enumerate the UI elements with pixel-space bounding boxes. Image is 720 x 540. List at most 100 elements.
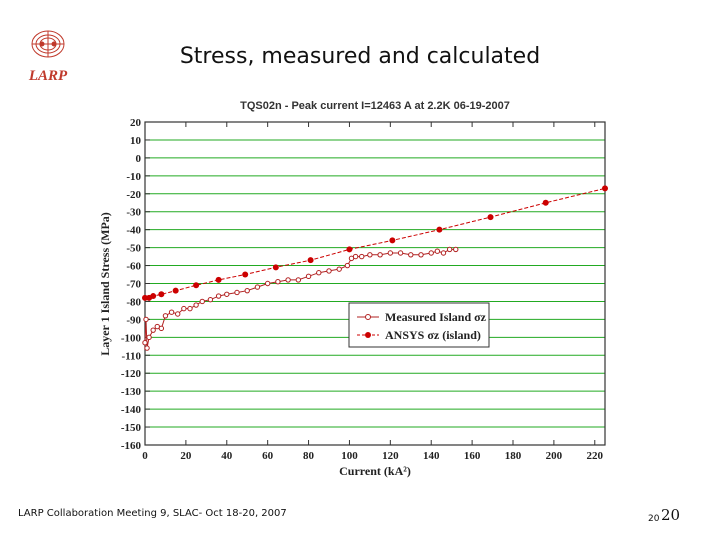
legend-marker-ansys bbox=[365, 332, 371, 338]
measured-point bbox=[352, 253, 359, 260]
ansys-point bbox=[487, 214, 494, 221]
ansys-point bbox=[193, 282, 200, 289]
ansys-point bbox=[307, 257, 314, 264]
measured-point bbox=[446, 246, 453, 253]
x-tick-label: 180 bbox=[505, 450, 522, 462]
series-points bbox=[142, 185, 608, 351]
ansys-point bbox=[242, 271, 249, 278]
y-tick-label: -10 bbox=[126, 171, 141, 183]
ansys-point bbox=[272, 264, 279, 271]
x-tick-label: 200 bbox=[546, 450, 563, 462]
y-tick-label: -130 bbox=[121, 386, 142, 398]
y-tick-label: 0 bbox=[136, 153, 142, 165]
larp-logo-text: LARP bbox=[28, 68, 68, 84]
slide-title: Stress, measured and calculated bbox=[179, 44, 541, 69]
measured-point bbox=[181, 305, 187, 312]
footer-page-number-small: 20 bbox=[648, 514, 660, 524]
series-line-1 bbox=[145, 187, 606, 299]
y-tick-label: -140 bbox=[121, 404, 142, 416]
measured-point bbox=[143, 316, 149, 323]
measured-point bbox=[387, 250, 394, 256]
measured-point bbox=[453, 246, 459, 253]
measured-point bbox=[224, 291, 230, 297]
measured-point bbox=[316, 270, 322, 276]
y-tick-label: 20 bbox=[130, 117, 142, 129]
y-tick-label: -110 bbox=[121, 350, 141, 362]
x-tick-label: 80 bbox=[303, 450, 315, 462]
y-tick-label: -90 bbox=[126, 314, 141, 326]
y-tick-label: -40 bbox=[126, 225, 141, 237]
measured-point bbox=[199, 298, 205, 305]
measured-point bbox=[234, 289, 240, 296]
chart-title: TQS02n - Peak current I=12463 A at 2.2K … bbox=[240, 100, 510, 112]
x-tick-label: 220 bbox=[587, 450, 604, 462]
ansys-point bbox=[158, 291, 165, 298]
chart-gridlines bbox=[145, 121, 605, 446]
legend: Measured Island σz ANSYS σz (island) bbox=[348, 302, 490, 348]
measured-point bbox=[359, 253, 365, 260]
stress-chart: TQS02n - Peak current I=12463 A at 2.2K … bbox=[98, 100, 608, 478]
larp-logo-emblem bbox=[31, 30, 65, 58]
measured-point bbox=[207, 296, 214, 303]
x-tick-label: 100 bbox=[341, 450, 358, 462]
measured-point bbox=[367, 252, 373, 258]
measured-point bbox=[305, 273, 312, 280]
measured-point bbox=[144, 345, 150, 351]
x-tick-label: 120 bbox=[382, 450, 399, 462]
measured-point bbox=[175, 311, 181, 317]
x-axis-label: Current (kA²) bbox=[339, 464, 411, 478]
ansys-point bbox=[150, 293, 157, 300]
footer-page-number: 20 bbox=[661, 506, 681, 524]
y-tick-label: -150 bbox=[121, 422, 142, 434]
y-tick-label: -120 bbox=[121, 368, 142, 380]
y-axis: 20 10 0 -10 -20 -30 -40 -50 -60 -70 -80 -90 -100 -110… bbox=[121, 117, 150, 452]
measured-point bbox=[264, 280, 271, 287]
measured-point bbox=[285, 277, 291, 283]
ansys-point bbox=[542, 199, 549, 206]
measured-point bbox=[275, 279, 281, 285]
x-tick-label: 0 bbox=[142, 450, 148, 462]
y-axis-label: Layer 1 Island Stress (MPa) bbox=[98, 212, 112, 356]
measured-point bbox=[215, 293, 222, 299]
y-tick-label: -160 bbox=[121, 440, 142, 452]
measured-point bbox=[146, 334, 152, 341]
measured-point bbox=[158, 325, 165, 332]
x-tick-label: 40 bbox=[221, 450, 233, 462]
measured-point bbox=[336, 266, 342, 272]
x-tick-label: 60 bbox=[262, 450, 274, 462]
y-tick-label: -30 bbox=[126, 207, 141, 219]
legend-label-measured: Measured Island σz bbox=[385, 310, 487, 324]
larp-logo: LARP bbox=[28, 30, 68, 84]
measured-point bbox=[377, 252, 383, 258]
measured-point bbox=[295, 277, 302, 283]
measured-point bbox=[418, 252, 424, 258]
measured-point bbox=[142, 340, 148, 346]
ansys-point bbox=[215, 276, 222, 283]
ansys-point bbox=[436, 226, 443, 233]
measured-point bbox=[397, 250, 404, 256]
ansys-point bbox=[389, 237, 396, 244]
ansys-point bbox=[602, 185, 608, 192]
measured-point bbox=[168, 309, 175, 315]
footer-meeting-info: LARP Collaboration Meeting 9, SLAC- Oct … bbox=[18, 508, 287, 519]
measured-point bbox=[408, 252, 414, 258]
x-tick-label: 20 bbox=[180, 450, 192, 462]
y-tick-label: -50 bbox=[126, 243, 141, 255]
ansys-point bbox=[346, 246, 353, 253]
measured-point bbox=[428, 250, 434, 256]
y-tick-label: -100 bbox=[121, 332, 142, 344]
legend-box bbox=[348, 302, 490, 348]
measured-point bbox=[150, 327, 156, 333]
measured-point bbox=[254, 284, 261, 290]
y-tick-label: -70 bbox=[126, 279, 141, 291]
measured-point bbox=[187, 305, 193, 312]
measured-point bbox=[434, 248, 441, 254]
measured-point bbox=[440, 250, 447, 256]
measured-point bbox=[326, 268, 332, 274]
measured-point bbox=[162, 313, 169, 319]
y-tick-label: -20 bbox=[126, 189, 141, 201]
measured-point bbox=[244, 287, 250, 294]
x-axis: 0 20 40 60 80 100 120 140 160 180 200 220 bbox=[142, 122, 604, 462]
x-tick-label: 140 bbox=[423, 450, 440, 462]
legend-label-ansys: ANSYS σz (island) bbox=[385, 328, 481, 342]
